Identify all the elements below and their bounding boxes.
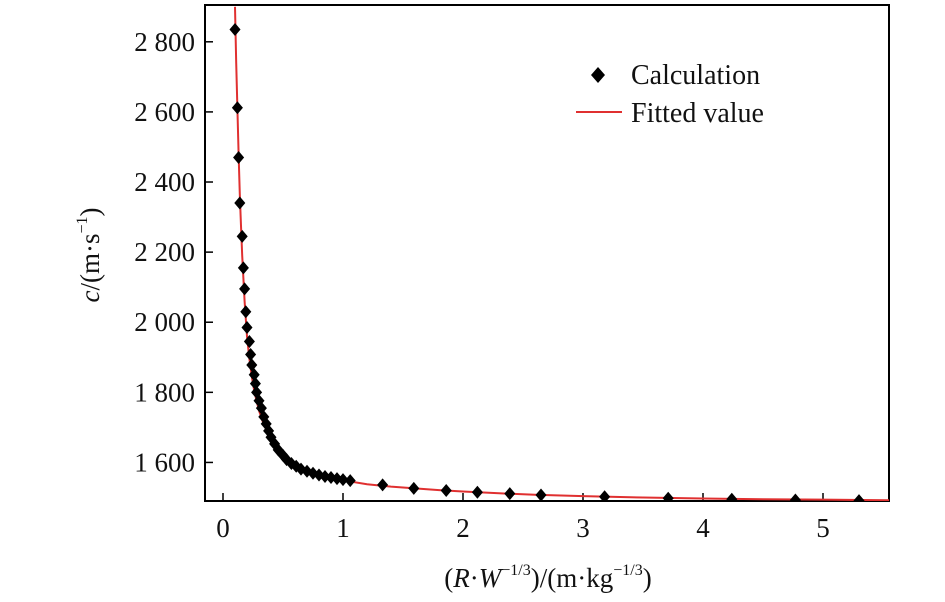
calculation-point: [236, 229, 248, 243]
calculation-point: [233, 150, 245, 164]
x-label-close: ): [643, 563, 652, 593]
calculation-point: [265, 430, 277, 444]
x-tick-label: 3: [576, 513, 590, 543]
legend-label-calculation: Calculation: [631, 60, 760, 91]
calculation-point: [248, 368, 260, 382]
calculation-point: [229, 23, 241, 37]
x-label-exp2: −1/3: [613, 562, 642, 579]
calculation-point: [535, 488, 547, 501]
calculation-point: [726, 492, 738, 501]
y-axis-label: c/(m·s−1): [74, 207, 105, 302]
y-tick-label: 2 400: [134, 167, 195, 197]
calculation-point: [471, 485, 483, 499]
calculation-point: [240, 305, 252, 319]
calculation-point: [331, 472, 343, 486]
x-tick-label: 2: [456, 513, 470, 543]
calculation-point: [239, 282, 251, 296]
calculation-point: [295, 462, 307, 476]
y-label-exp: −1: [74, 216, 91, 233]
x-tick-label: 5: [816, 513, 830, 543]
y-label-rest: /(m·s: [75, 234, 105, 291]
calculation-point: [231, 101, 243, 115]
calculation-point: [319, 469, 331, 483]
x-tick-label: 0: [216, 513, 230, 543]
calculation-point: [789, 493, 801, 501]
x-label-W: W: [479, 563, 504, 593]
calculation-point: [599, 490, 611, 501]
y-tick-label: 2 800: [134, 27, 195, 57]
fitted-series: [234, 6, 889, 501]
calculation-point: [440, 483, 452, 497]
legend-diamond-marker: [591, 67, 605, 83]
legend-label-fitted: Fitted value: [631, 98, 764, 129]
axis-ticks: 0 1 2 3 4 5 1 600 1 800 2 000 2 200 2 400 2 600 2 80…: [134, 27, 830, 543]
x-label-mid: )/(m·kg: [531, 563, 613, 593]
y-tick-label: 2 200: [134, 237, 195, 267]
x-label-dot: ·: [470, 563, 479, 593]
y-label-c: c: [75, 291, 105, 303]
calculation-point: [344, 474, 356, 488]
calculation-point: [377, 478, 389, 492]
x-tick-label: 1: [336, 513, 350, 543]
calculation-point: [662, 491, 674, 501]
x-label-exp1: −1/3: [501, 562, 530, 579]
y-tick-label: 1 800: [134, 377, 195, 407]
x-label-R: R: [452, 563, 470, 593]
fitted-value-line: [234, 6, 889, 501]
calculation-point: [325, 471, 337, 485]
y-tick-label: 2 000: [134, 307, 195, 337]
calculation-point: [408, 481, 420, 495]
calculation-point: [243, 335, 255, 349]
calculation-point: [234, 196, 246, 210]
y-tick-label: 2 600: [134, 97, 195, 127]
plot-area-frame: [204, 4, 890, 502]
calculation-point: [301, 464, 313, 478]
calculation-point: [307, 466, 319, 480]
calculation-point: [337, 473, 349, 487]
calculation-point: [249, 377, 261, 391]
calculation-point: [313, 468, 325, 482]
legend: Calculation Fitted value: [576, 60, 764, 129]
calculation-series: [229, 23, 865, 501]
calculation-point: [253, 394, 265, 408]
calculation-point: [853, 494, 865, 501]
y-tick-label: 1 600: [134, 447, 195, 477]
calculation-point: [245, 347, 257, 361]
x-axis-label: (R·W−1/3)/(m·kg−1/3): [444, 562, 651, 593]
calculation-point: [237, 261, 249, 275]
calculation-point: [277, 448, 289, 462]
calculation-point: [504, 487, 516, 501]
x-label-open: (: [444, 563, 453, 593]
calculation-point: [246, 358, 258, 372]
calculation-point: [241, 320, 253, 334]
y-label-close: ): [75, 207, 105, 216]
x-tick-label: 4: [696, 513, 710, 543]
